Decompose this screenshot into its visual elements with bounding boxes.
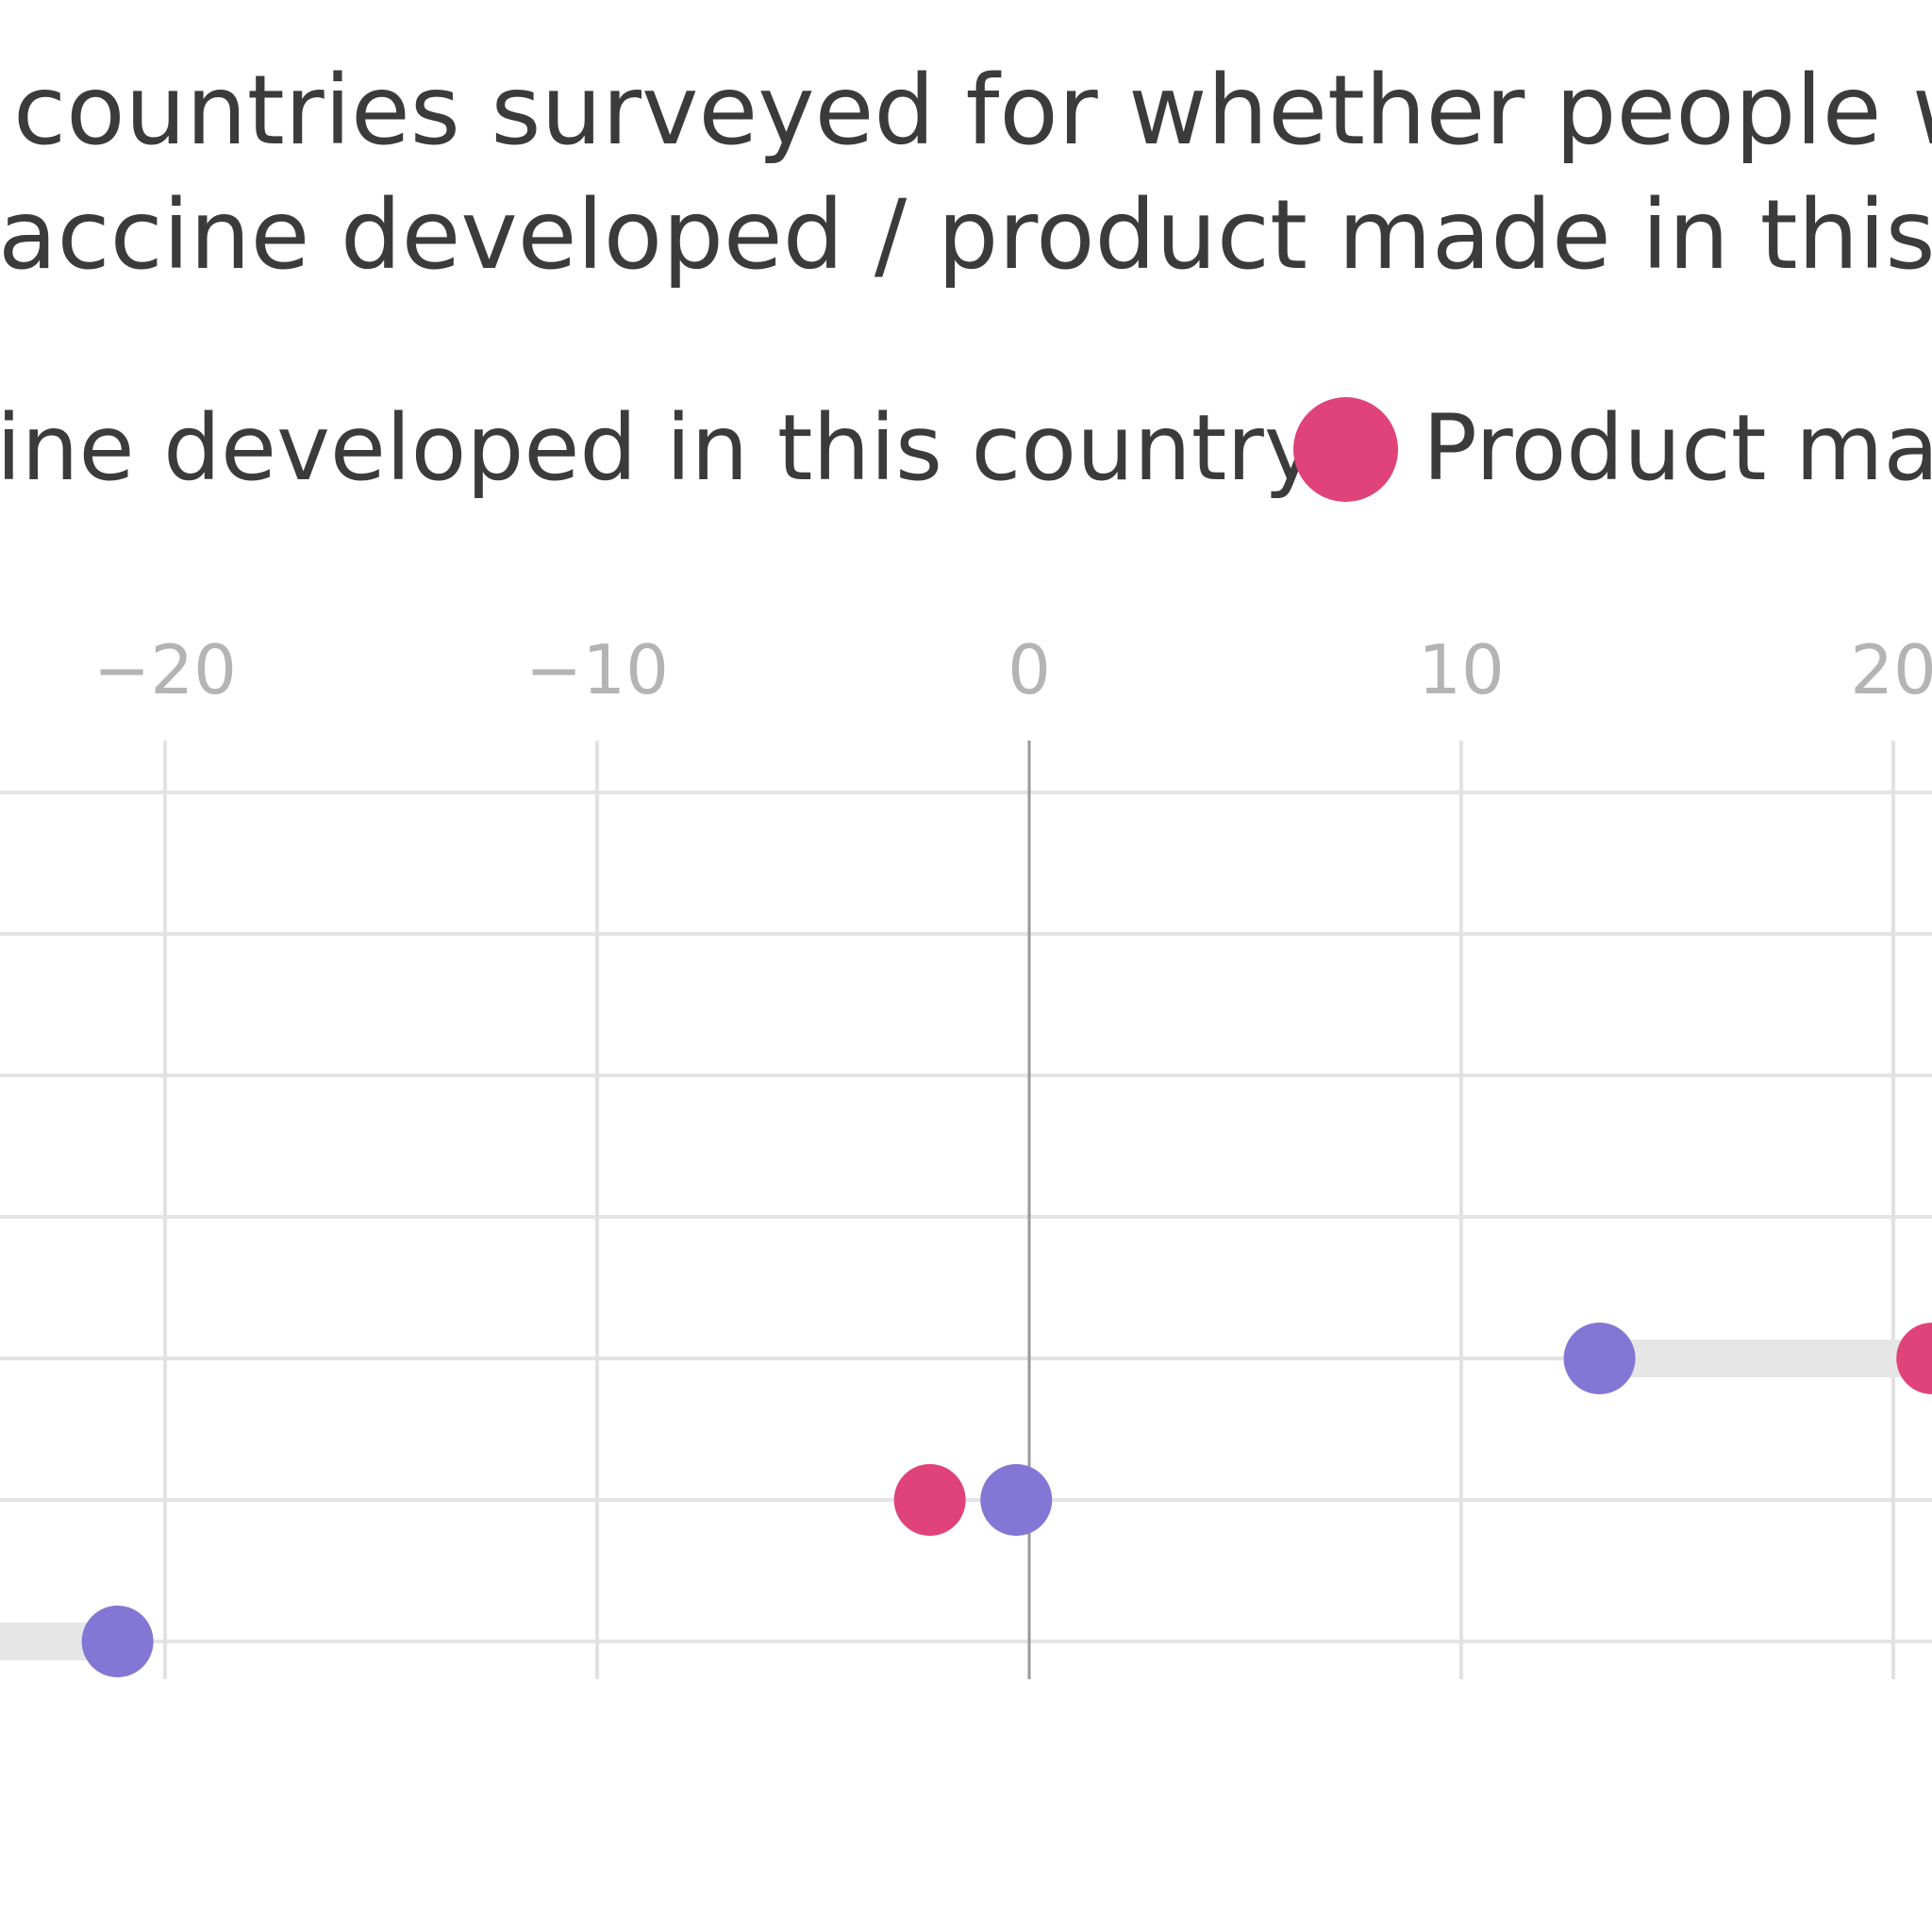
legend-label-product-made: Product mad	[1423, 395, 1932, 501]
point-vaccine-developed	[81, 1606, 154, 1677]
chart-title-line-1: countries surveyed for whether people wo…	[13, 55, 1932, 167]
x-tick-label: −20	[93, 630, 237, 709]
horizontal-gridlines	[0, 791, 1932, 1643]
x-tick-label: −10	[525, 630, 669, 709]
x-tick-label: 20	[1850, 630, 1932, 709]
connector-bar	[1599, 1340, 1932, 1377]
point-product-made	[1896, 1323, 1932, 1394]
legend-marker-product-made	[1293, 397, 1398, 502]
data-points	[81, 1323, 1932, 1677]
point-vaccine-developed	[980, 1464, 1053, 1536]
chart-title-line-2: accine developed / product made in this …	[0, 179, 1932, 291]
point-vaccine-developed	[1563, 1323, 1636, 1394]
x-tick-label: 0	[1008, 630, 1051, 709]
x-tick-label: 10	[1418, 630, 1505, 709]
vertical-gridlines	[163, 741, 1895, 1679]
point-product-made	[893, 1464, 966, 1536]
x-tick-labels: −20 −10 0 10 20	[93, 630, 1932, 709]
legend-label-vaccine-developed: ine developed in this country	[0, 395, 1318, 501]
